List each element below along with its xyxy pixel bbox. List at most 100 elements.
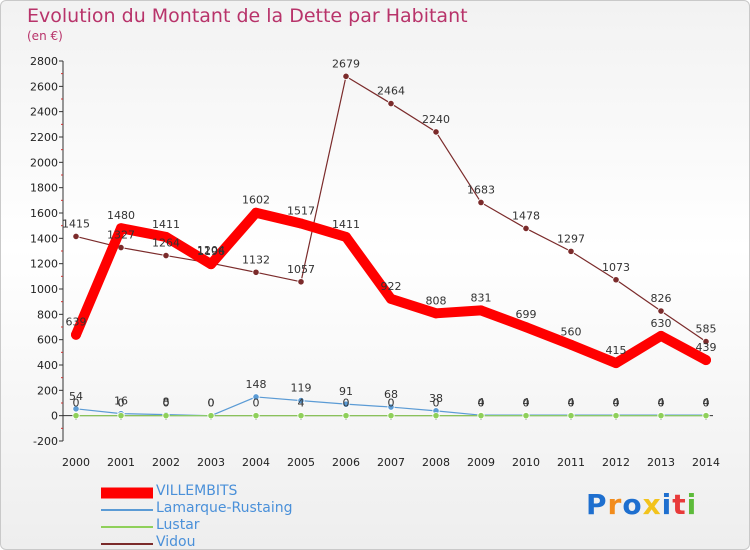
data-point [566,339,576,350]
x-tick-label: 2006 [332,456,360,469]
data-point [252,268,260,276]
data-point [72,412,80,420]
data-point [117,412,125,420]
data-label: 922 [381,280,402,293]
data-label: 68 [384,388,398,401]
data-label: 1411 [152,218,180,231]
data-label: 1264 [152,237,180,250]
data-label: 8 [163,396,170,409]
logo-letter: x [642,488,662,521]
data-label: 439 [696,341,717,354]
chart-subtitle: (en €) [27,29,63,43]
data-label: 0 [208,397,215,410]
data-point [432,412,440,420]
y-tick-label: 1800 [30,182,58,195]
data-label: 639 [66,316,87,329]
data-point [296,218,306,229]
data-point [521,322,531,333]
data-point [72,232,80,241]
data-point [657,307,665,315]
y-tick-label: 800 [37,308,58,321]
y-tick-label: 200 [37,384,58,397]
x-tick-label: 2011 [557,456,585,469]
data-label: 91 [339,385,353,398]
x-tick-label: 2009 [467,456,495,469]
data-label: 0 [658,397,665,410]
data-point [252,393,260,401]
data-label: 826 [651,292,672,305]
x-tick-label: 2001 [107,456,135,469]
data-point [297,396,305,405]
data-point [206,259,216,270]
data-point [477,412,485,420]
data-label: 0 [613,397,620,410]
x-tick-label: 2003 [197,456,225,469]
data-point [522,224,530,233]
data-point [386,293,396,304]
data-label: 0 [433,397,440,410]
data-label: 38 [429,392,443,405]
data-point [387,412,395,420]
x-tick-label: 2010 [512,456,540,469]
y-tick-label: 2800 [30,55,58,68]
y-tick-label: 2200 [30,131,58,144]
data-point [342,72,350,80]
data-label: 2464 [377,85,405,98]
data-point [297,278,305,286]
data-label: 0 [523,397,530,410]
x-tick-label: 2012 [602,456,630,469]
data-label: 4 [658,396,665,409]
data-point [702,412,710,420]
y-tick-label: 1000 [30,283,58,296]
data-point [207,412,215,420]
data-point [567,247,575,255]
data-label: 415 [606,344,627,357]
data-point [522,412,530,420]
logo-letter: t [672,488,687,521]
data-point [252,412,260,420]
data-point [71,329,81,340]
data-label: 1327 [107,229,135,242]
x-tick-label: 2014 [692,456,720,469]
data-label: 0 [703,397,710,410]
data-label: 1057 [287,263,315,276]
y-tick-label: 2000 [30,156,58,169]
data-label: 0 [73,397,80,410]
data-label: 4 [298,397,305,410]
y-tick-label: 0 [51,410,58,423]
x-tick-label: 2007 [377,456,405,469]
data-label: 1297 [557,232,585,245]
data-point [432,128,440,136]
data-point [162,412,170,420]
data-label: 1132 [242,253,270,266]
logo-letter: r [607,488,623,521]
data-label: 0 [253,397,260,410]
y-tick-label: 1400 [30,232,58,245]
data-label: 0 [208,397,215,410]
data-label: 1602 [242,194,270,207]
data-label: 831 [471,291,492,304]
data-point [387,403,395,411]
y-tick-label: 1600 [30,207,58,220]
data-label: 0 [118,397,125,410]
data-point [476,305,486,316]
y-tick-label: 2400 [30,106,58,119]
data-point [567,412,575,420]
data-label: 4 [523,396,530,409]
data-point [297,412,305,420]
data-label: 630 [651,317,672,330]
data-point [611,358,621,369]
data-point [162,251,170,260]
data-label: 0 [343,397,350,410]
data-label: 4 [568,396,575,409]
data-label: 1073 [602,261,630,274]
data-point [161,231,171,242]
x-tick-label: 2000 [62,456,90,469]
data-label: 2240 [422,113,450,126]
data-label: 148 [246,378,267,391]
data-label: 808 [426,294,447,307]
data-point [656,330,666,341]
data-label: 2679 [332,57,360,70]
logo-letter: o [622,488,643,521]
data-label: 1478 [512,209,540,222]
